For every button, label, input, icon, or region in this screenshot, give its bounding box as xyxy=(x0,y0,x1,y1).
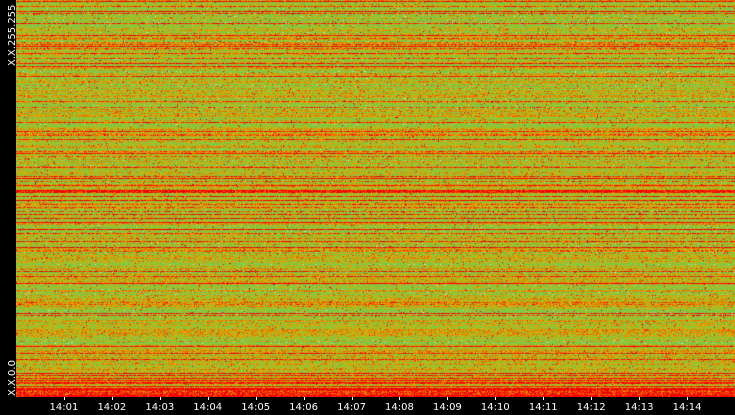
x-tick-mark xyxy=(159,397,161,400)
x-tick-label: 14:11 xyxy=(528,402,558,413)
x-tick-label: 14:01 xyxy=(49,402,79,413)
x-tick-mark xyxy=(447,397,449,400)
x-tick-label: 14:10 xyxy=(480,402,510,413)
x-tick-mark xyxy=(303,397,305,400)
x-tick-label: 14:03 xyxy=(145,402,175,413)
x-tick-mark xyxy=(63,397,65,400)
heatmap-plot-area xyxy=(16,0,735,397)
x-tick-label: 14:06 xyxy=(289,402,319,413)
x-tick-mark xyxy=(687,397,689,400)
y-axis: X.X.255.255 X.X.0.0 xyxy=(0,0,18,415)
x-tick-label: 14:14 xyxy=(672,402,702,413)
x-tick-mark xyxy=(351,397,353,400)
x-tick-mark xyxy=(255,397,257,400)
x-tick-mark xyxy=(543,397,545,400)
x-tick-label: 14:07 xyxy=(337,402,366,413)
x-tick-label: 14:04 xyxy=(193,402,223,413)
x-tick-mark xyxy=(495,397,497,400)
x-tick-mark xyxy=(399,397,401,400)
x-tick-label: 14:08 xyxy=(385,402,414,413)
x-tick-label: 14:12 xyxy=(576,402,606,413)
x-tick-mark xyxy=(591,397,593,400)
x-tick-mark xyxy=(207,397,209,400)
x-tick-label: 14:13 xyxy=(624,402,654,413)
x-tick-mark xyxy=(111,397,113,400)
x-tick-label: 14:05 xyxy=(241,402,271,413)
x-tick-label: 14:09 xyxy=(432,402,462,413)
x-tick-mark xyxy=(639,397,641,400)
x-tick-label: 14:02 xyxy=(97,402,127,413)
x-axis: 14:01 14:02 14:03 14:04 14:05 14:06 14:07 14:08… xyxy=(16,397,735,415)
